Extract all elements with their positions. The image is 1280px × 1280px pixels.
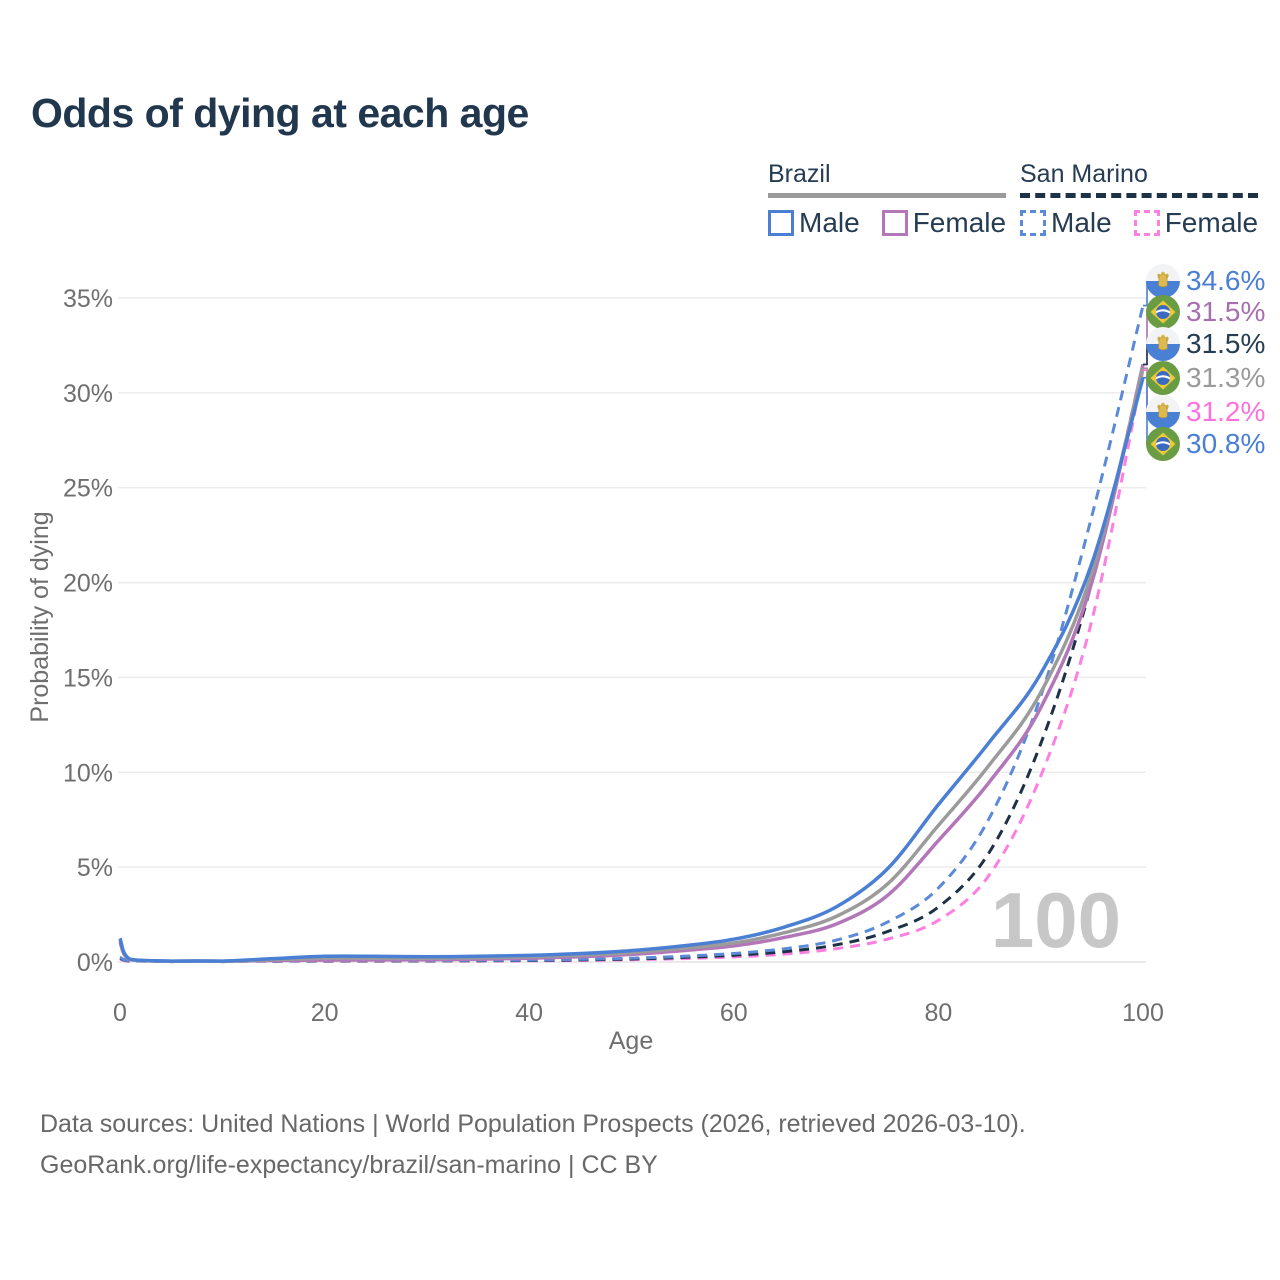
y-tick-label: 25% xyxy=(63,475,113,503)
san-marino-line-style-swatch xyxy=(1020,193,1259,198)
san-marino-flag-icon xyxy=(1146,395,1180,429)
series-lines xyxy=(118,305,1145,964)
end-label-value: 31.5% xyxy=(1186,296,1266,327)
page-title: Odds of dying at each age xyxy=(31,90,529,136)
data-source-line2: GeoRank.org/life-expectancy/brazil/san-m… xyxy=(40,1151,658,1179)
end-label-brazil-male: 30.8% xyxy=(1146,426,1265,462)
y-tick-label: 10% xyxy=(63,759,113,787)
x-tick-label: 40 xyxy=(515,999,543,1027)
gridlines xyxy=(118,297,1146,963)
end-label-value: 31.3% xyxy=(1186,362,1266,393)
legend-label: Male xyxy=(799,207,860,238)
legend-country-san-marino[interactable]: San Marino xyxy=(1020,160,1148,188)
y-tick-label: 20% xyxy=(63,570,113,598)
san-marino-flag-icon xyxy=(1146,264,1180,298)
x-tick-label: 60 xyxy=(720,999,748,1027)
y-tick-label: 30% xyxy=(63,380,113,408)
san-marino-flag-icon xyxy=(1146,327,1180,361)
y-axis-title: Probability of dying xyxy=(26,511,54,722)
y-tick-label: 35% xyxy=(63,285,113,313)
end-label-value: 30.8% xyxy=(1186,428,1266,459)
legend-item-san-marino-male[interactable]: Male xyxy=(1020,207,1112,239)
end-label-brazil-female: 31.5% xyxy=(1146,294,1265,330)
end-label-san-marino-all: 31.5% xyxy=(1146,326,1265,362)
legend-group-brazil: Brazil Male Female xyxy=(768,160,1007,239)
san-marino-female-swatch xyxy=(1133,210,1160,236)
x-tick-label: 20 xyxy=(311,999,339,1027)
brazil-flag-icon xyxy=(1146,295,1180,329)
legend-item-brazil-male[interactable]: Male xyxy=(768,207,860,239)
legend-group-san-marino: San Marino Male Female xyxy=(1020,160,1259,239)
brazil-line-style-swatch xyxy=(768,193,1007,198)
end-label-san-marino-female: 31.2% xyxy=(1146,394,1265,430)
end-label-san-marino-male: 34.6% xyxy=(1146,263,1265,299)
x-tick-label: 0 xyxy=(113,999,127,1027)
data-source-line1: Data sources: United Nations | World Pop… xyxy=(40,1110,1026,1138)
brazil-female-swatch xyxy=(881,210,908,236)
legend-label: Male xyxy=(1051,207,1112,238)
series-line-brazil-male[interactable] xyxy=(118,377,1145,963)
age-watermark: 100 xyxy=(991,876,1121,964)
end-label-value: 34.6% xyxy=(1186,265,1266,296)
series-line-san-marino-male[interactable] xyxy=(119,305,1145,963)
brazil-flag-icon xyxy=(1146,427,1180,461)
y-tick-label: 0% xyxy=(77,949,113,977)
x-tick-label: 100 xyxy=(1122,999,1164,1027)
end-label-value: 31.2% xyxy=(1186,396,1266,427)
san-marino-male-swatch xyxy=(1020,210,1046,236)
y-tick-label: 15% xyxy=(63,664,113,692)
legend-item-san-marino-female[interactable]: Female xyxy=(1133,207,1259,239)
legend-label: Female xyxy=(912,207,1007,238)
brazil-flag-icon xyxy=(1146,361,1180,395)
series-line-san-marino-all[interactable] xyxy=(119,364,1145,964)
brazil-male-swatch xyxy=(768,210,794,236)
series-line-san-marino-female[interactable] xyxy=(119,369,1145,964)
end-label-brazil-all: 31.3% xyxy=(1146,360,1265,396)
legend-item-brazil-female[interactable]: Female xyxy=(881,207,1007,239)
series-line-brazil-all[interactable] xyxy=(118,367,1145,963)
end-label-value: 31.5% xyxy=(1186,328,1266,359)
x-axis-title: Age xyxy=(609,1027,653,1055)
tick-labels: 0% 5% 10% 15% 20% 25% 30% 35% 0 20 40 60 80 100 xyxy=(63,285,1164,1027)
x-tick-label: 80 xyxy=(924,999,952,1027)
series-line-brazil-female[interactable] xyxy=(118,364,1145,963)
legend-label: Female xyxy=(1164,207,1259,238)
y-tick-label: 5% xyxy=(77,854,113,882)
legend-country-brazil[interactable]: Brazil xyxy=(768,160,831,188)
